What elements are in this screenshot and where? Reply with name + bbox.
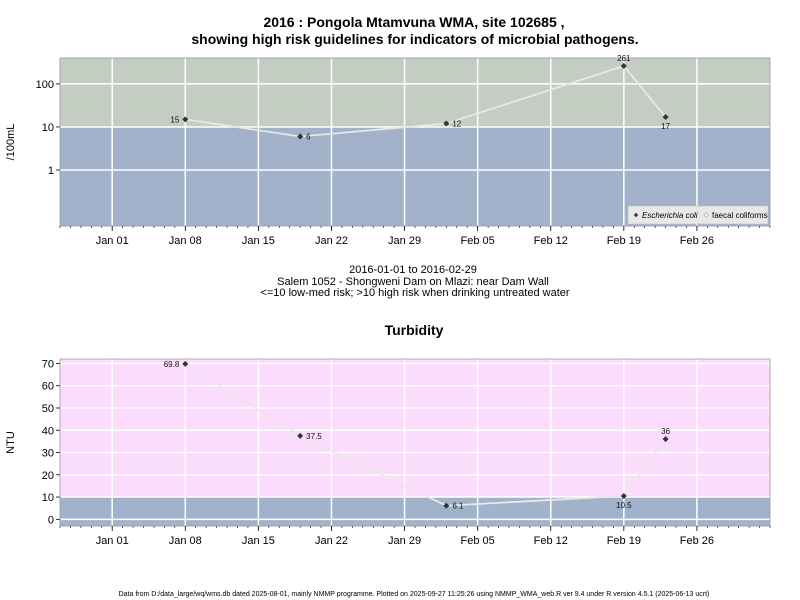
turbidity-chart: Jan 01 Jan 08 Jan 15 Jan 22 Jan 29 Feb 05 Feb … bbox=[5, 358, 771, 547]
y-tick-label: 100 bbox=[36, 79, 54, 91]
data-label: 36 bbox=[661, 427, 670, 436]
data-point bbox=[662, 436, 669, 443]
x-tick-label: Feb 26 bbox=[680, 235, 714, 247]
data-label: 6.1 bbox=[452, 502, 464, 511]
x-tick-label: Feb 05 bbox=[461, 535, 495, 547]
data-point bbox=[182, 360, 189, 367]
x-tick-label: Jan 22 bbox=[315, 235, 348, 247]
y-tick-label: 30 bbox=[42, 448, 54, 460]
site-description-text: Salem 1052 - Shongweni Dam on Mlazi: nea… bbox=[277, 276, 549, 288]
y-tick-label: 20 bbox=[42, 470, 54, 482]
chart1-title-line2: showing high risk guidelines for indicat… bbox=[191, 31, 638, 47]
chart2-title: Turbidity bbox=[385, 322, 444, 338]
legend-ecoli-label: Escherichia coli bbox=[642, 211, 698, 220]
ecoli-chart: Jan 01 Jan 08 Jan 15 Jan 22 Jan 29 Feb 05 Feb … bbox=[5, 54, 771, 247]
legend-faecal-label: faecal coliforms bbox=[712, 211, 768, 220]
data-label: 69.8 bbox=[164, 360, 180, 369]
y-axis-label: /100mL bbox=[5, 124, 17, 161]
y-axis-label: NTU bbox=[5, 431, 17, 454]
x-tick-label: Feb 12 bbox=[534, 535, 568, 547]
data-label: 12 bbox=[452, 120, 461, 129]
y-tick-label: 10 bbox=[42, 492, 54, 504]
data-label: 10.5 bbox=[616, 501, 632, 510]
x-tick-label: Feb 05 bbox=[461, 235, 495, 247]
data-label: 37.5 bbox=[306, 432, 322, 441]
data-point bbox=[443, 120, 450, 127]
chart1-title-line1: 2016 : Pongola Mtamvuna WMA, site 102685… bbox=[263, 14, 564, 30]
x-tick-label: Feb 19 bbox=[607, 235, 641, 247]
risk-band bbox=[60, 58, 770, 127]
x-tick-label: Jan 15 bbox=[242, 235, 275, 247]
y-tick-label: 1 bbox=[48, 165, 54, 177]
x-tick-label: Jan 01 bbox=[96, 535, 129, 547]
x-tick-label: Jan 29 bbox=[388, 535, 421, 547]
data-point bbox=[182, 116, 189, 123]
legend-faecal-marker bbox=[703, 212, 709, 218]
legend-box bbox=[627, 205, 769, 225]
data-label: 261 bbox=[617, 54, 631, 63]
y-tick-label: 10 bbox=[42, 122, 54, 134]
period-text: 2016-01-01 to 2016-02-29 bbox=[349, 264, 477, 276]
x-tick-label: Feb 19 bbox=[607, 535, 641, 547]
risk-note-text: <=10 low-med risk; >10 high risk when dr… bbox=[260, 287, 569, 299]
x-tick-label: Jan 08 bbox=[169, 235, 202, 247]
data-point bbox=[297, 432, 304, 439]
y-tick-label: 50 bbox=[42, 403, 54, 415]
legend-ecoli-marker bbox=[633, 212, 639, 218]
y-tick-label: 70 bbox=[42, 358, 54, 370]
x-tick-label: Jan 22 bbox=[315, 535, 348, 547]
data-point bbox=[620, 492, 627, 499]
x-tick-label: Feb 26 bbox=[680, 535, 714, 547]
x-tick-label: Jan 15 bbox=[242, 535, 275, 547]
footer-note: Data from D:/data_large/wq/wms.db dated … bbox=[119, 591, 710, 598]
x-tick-label: Feb 12 bbox=[534, 235, 568, 247]
x-tick-label: Jan 08 bbox=[169, 535, 202, 547]
y-tick-label: 40 bbox=[42, 425, 54, 437]
data-point bbox=[297, 133, 304, 140]
data-label: 15 bbox=[170, 115, 179, 124]
y-tick-label: 0 bbox=[48, 514, 54, 526]
data-point bbox=[662, 114, 669, 121]
x-tick-label: Jan 01 bbox=[96, 235, 129, 247]
data-label: 17 bbox=[661, 122, 670, 131]
y-tick-label: 60 bbox=[42, 381, 54, 393]
data-label: 6 bbox=[306, 133, 311, 142]
risk-band bbox=[60, 497, 770, 526]
x-tick-label: Jan 29 bbox=[388, 235, 421, 247]
data-point bbox=[620, 62, 627, 69]
data-point bbox=[443, 502, 450, 509]
